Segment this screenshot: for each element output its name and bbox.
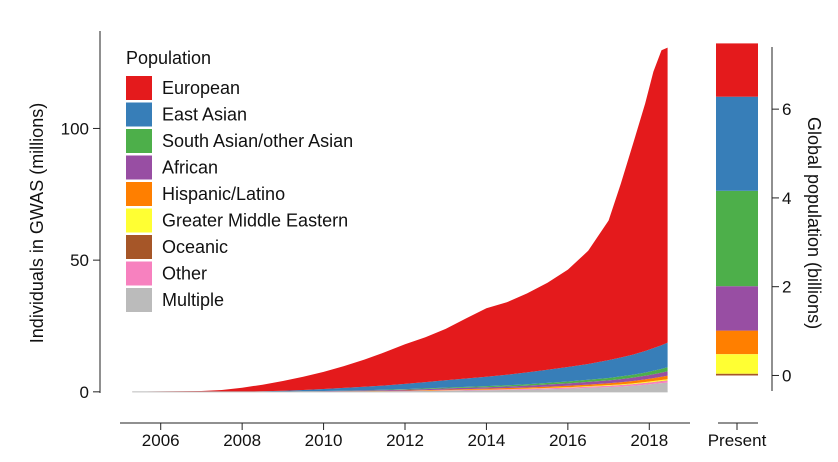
left-y-axis-ticks: 0 50 100: [61, 119, 100, 402]
area-greater-middle-eastern: [132, 379, 668, 392]
legend-label-oceanic: Oceanic: [162, 237, 228, 257]
legend-entries: European East Asian South Asian/other Asia…: [126, 76, 353, 312]
area-multiple: [132, 382, 668, 392]
legend-swatch-multiple: [126, 288, 152, 312]
area-other: [132, 380, 668, 392]
legend-label-multiple: Multiple: [162, 290, 224, 310]
legend: Population European East Asian South Asian…: [126, 48, 353, 312]
area-east-asian: [132, 342, 668, 392]
legend-label-african: African: [162, 158, 218, 178]
right-y-tick-label: 0: [782, 366, 791, 385]
x-tick-label: 2010: [305, 431, 343, 450]
y-tick-label: 100: [61, 119, 89, 138]
present-bar-european: [716, 43, 758, 97]
y-tick-label: 0: [80, 383, 89, 402]
present-population-bar: [716, 43, 758, 376]
area-hispanic-latino: [132, 375, 668, 392]
present-bar-oceanic: [716, 373, 758, 376]
x-tick-label: 2006: [142, 431, 180, 450]
right-y-tick-label: 2: [782, 278, 791, 297]
legend-swatch-european: [126, 76, 152, 100]
y-tick-label: 50: [70, 251, 89, 270]
present-bar-greater-middle-eastern: [716, 354, 758, 374]
right-y-axis-ticks: 0 2 4 6: [772, 100, 791, 385]
x-tick-label: 2014: [468, 431, 506, 450]
present-category-label: Present: [708, 431, 767, 450]
area-african: [132, 371, 668, 392]
legend-swatch-african: [126, 155, 152, 180]
legend-swatch-south-asian-other-asian: [126, 129, 152, 153]
x-tick-label: 2008: [223, 431, 261, 450]
right-y-axis-title: Global population (billions): [804, 117, 824, 329]
x-tick-label: 2016: [549, 431, 587, 450]
x-axis-ticks: 2006 2008 2010 2012 2014 2016 2018: [142, 423, 738, 450]
legend-swatch-other: [126, 261, 152, 286]
x-tick-label: 2012: [386, 431, 424, 450]
stacked-area-series: [132, 47, 668, 393]
right-y-tick-label: 4: [782, 189, 791, 208]
x-tick-label: 2018: [630, 431, 668, 450]
present-bar-east-asian: [716, 96, 758, 191]
legend-label-south-asian-other-asian: South Asian/other Asian: [162, 131, 353, 151]
present-bar-south-asian-other-asian: [716, 190, 758, 287]
legend-label-east-asian: East Asian: [162, 105, 247, 125]
right-y-tick-label: 6: [782, 100, 791, 119]
legend-title: Population: [126, 48, 211, 68]
present-bar-african: [716, 286, 758, 331]
legend-swatch-hispanic-latino: [126, 182, 152, 206]
area-european: [132, 47, 668, 392]
legend-swatch-greater-middle-eastern: [126, 208, 152, 233]
left-y-axis-title: Individuals in GWAS (millions): [27, 103, 47, 343]
legend-swatch-east-asian: [126, 102, 152, 127]
legend-label-european: European: [162, 78, 240, 98]
legend-label-hispanic-latino: Hispanic/Latino: [162, 184, 285, 204]
legend-label-greater-middle-eastern: Greater Middle Eastern: [162, 211, 348, 231]
present-bar-hispanic-latino: [716, 330, 758, 355]
legend-label-other: Other: [162, 264, 207, 284]
legend-swatch-oceanic: [126, 235, 152, 259]
